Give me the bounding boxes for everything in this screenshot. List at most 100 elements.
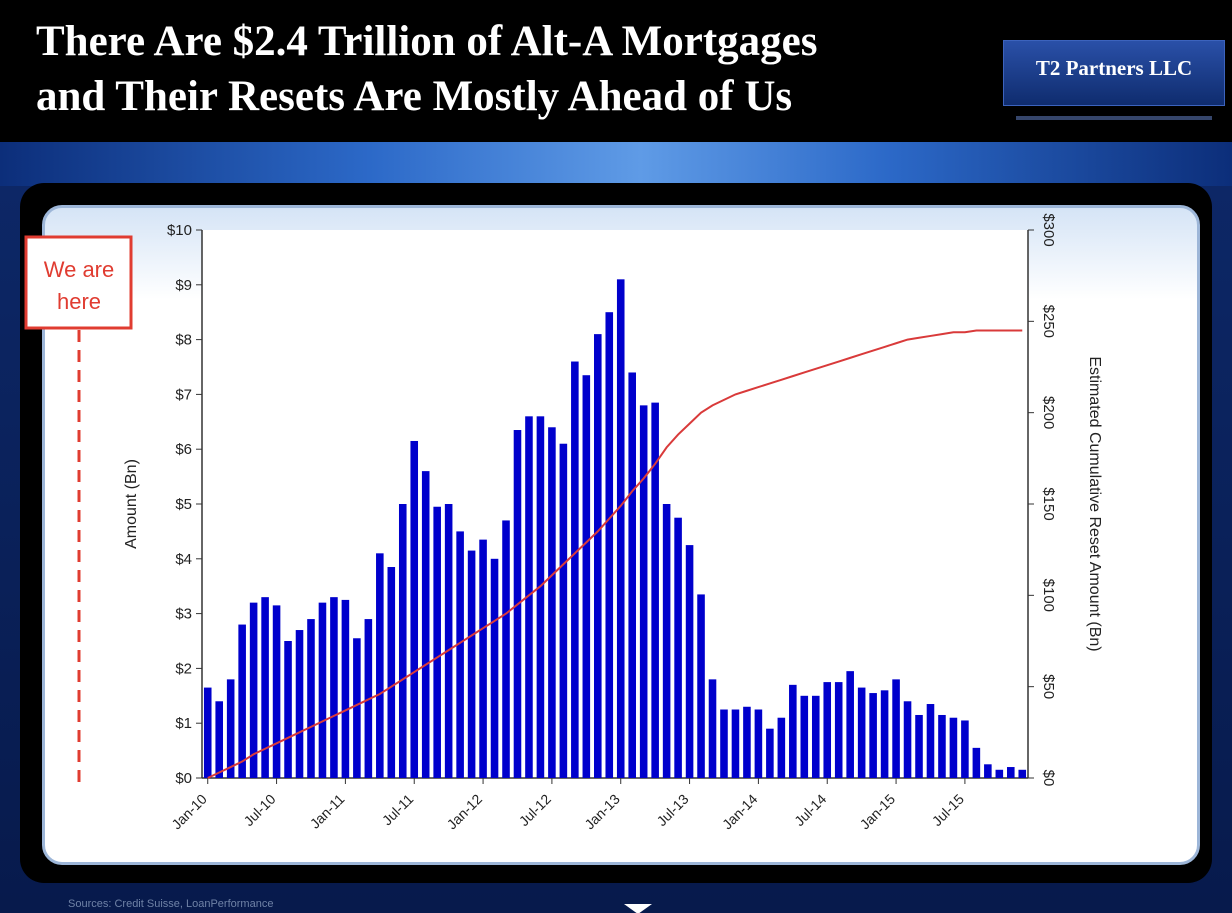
bar — [410, 440, 419, 778]
bar — [823, 682, 832, 778]
bar — [490, 558, 499, 778]
bar — [330, 597, 338, 778]
y2-tick-label: $200 — [1040, 396, 1057, 429]
title-line-1: There Are $2.4 Trillion of Alt-A Mortgag… — [36, 18, 818, 65]
bar — [479, 539, 487, 778]
x-tick-label: Jan-11 — [307, 791, 348, 832]
bar — [697, 594, 705, 778]
title-line-2: and Their Resets Are Mostly Ahead of Us — [36, 73, 793, 120]
x-tick-label: Jan-14 — [719, 791, 761, 833]
bar — [834, 682, 843, 778]
bar — [811, 695, 820, 778]
bar — [639, 405, 648, 778]
bar — [341, 599, 350, 778]
y-tick-label: $4 — [175, 551, 192, 568]
bar — [536, 416, 545, 778]
bar — [984, 764, 992, 778]
bar — [651, 402, 659, 778]
bar — [307, 619, 315, 778]
slide-title: There Are $2.4 Trillion of Alt-A Mortgag… — [36, 14, 986, 124]
bar — [444, 504, 453, 778]
y-tick-label: $9 — [175, 277, 192, 294]
y2-tick-label: $150 — [1040, 487, 1057, 520]
bar — [1018, 769, 1027, 778]
bar — [433, 506, 441, 778]
axes-layer — [196, 229, 1034, 784]
bar — [789, 684, 797, 778]
y2-axis-label: Estimated Cumulative Reset Amount (Bn) — [1086, 356, 1103, 651]
bar — [800, 695, 809, 778]
bar — [272, 605, 281, 778]
y-tick-label: $1 — [175, 715, 192, 732]
bar — [284, 641, 292, 778]
bar — [857, 687, 866, 778]
bar — [616, 279, 625, 778]
bar — [892, 679, 900, 778]
bar — [571, 361, 579, 778]
y2-tick-label: $50 — [1040, 674, 1057, 699]
plot-area — [202, 230, 1028, 778]
y-tick-label: $8 — [175, 332, 192, 349]
y-tick-label: $3 — [175, 606, 192, 623]
bar — [754, 709, 763, 778]
bar — [628, 372, 636, 778]
bar — [215, 701, 223, 778]
x-tick-label: Jul-11 — [379, 791, 417, 829]
y-axis-label: Amount (Bn) — [123, 459, 140, 549]
x-tick-label: Jan-15 — [857, 791, 899, 833]
bar — [605, 312, 614, 778]
title-bar: There Are $2.4 Trillion of Alt-A Mortgag… — [0, 0, 1232, 142]
bar — [582, 375, 591, 778]
bar — [938, 714, 946, 778]
bar — [972, 747, 981, 778]
x-tick-label: Jul-12 — [516, 791, 554, 829]
bar — [226, 679, 235, 778]
bar — [203, 687, 212, 778]
bar — [674, 517, 682, 778]
brand-underline — [1016, 116, 1212, 120]
x-tick-label: Jul-10 — [240, 791, 278, 829]
bar — [777, 717, 786, 778]
bar — [926, 704, 935, 778]
bar — [387, 567, 396, 778]
bar — [1007, 767, 1015, 778]
bar — [869, 693, 877, 778]
bar — [961, 720, 969, 778]
bar — [548, 427, 556, 778]
x-tick-label: Jul-14 — [791, 791, 829, 829]
bar — [261, 597, 269, 778]
bar — [662, 504, 671, 778]
bars-layer — [203, 279, 1027, 778]
bar — [903, 701, 912, 778]
line-layer — [207, 329, 1023, 779]
y-tick-label: $5 — [175, 496, 192, 513]
y-tick-label: $7 — [175, 386, 192, 403]
y2-tick-label: $0 — [1040, 770, 1057, 787]
y2-tick-label: $100 — [1040, 579, 1057, 612]
brand-logo: T2 Partners LLC — [1003, 40, 1225, 106]
bar — [421, 471, 430, 778]
y-tick-label: $2 — [175, 660, 192, 677]
bar — [708, 679, 717, 778]
next-slide-arrow-icon[interactable] — [624, 904, 652, 913]
x-tick-label: Jul-13 — [653, 791, 691, 829]
y-tick-label: $10 — [167, 222, 192, 239]
bar — [766, 728, 774, 778]
x-tick-label: Jan-13 — [581, 791, 623, 833]
bar — [238, 624, 246, 778]
annotation-line-1: We are — [44, 257, 115, 282]
x-tick-label: Jan-12 — [444, 791, 486, 833]
bar — [685, 545, 694, 778]
y2-tick-label: $250 — [1040, 305, 1057, 338]
bar — [502, 520, 510, 778]
bar — [559, 443, 568, 778]
bar — [398, 504, 407, 778]
bar — [720, 709, 728, 778]
y-tick-label: $0 — [175, 770, 192, 787]
annotation-line-2: here — [57, 289, 101, 314]
y-tick-label: $6 — [175, 441, 192, 458]
bar — [467, 550, 476, 778]
bar — [249, 602, 258, 778]
